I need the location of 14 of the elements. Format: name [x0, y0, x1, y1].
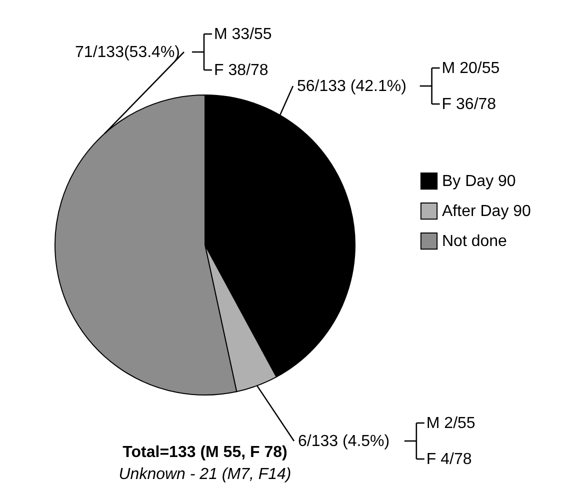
text: M 20/55 [442, 60, 500, 77]
text: Unknown - 21 (M7, F14) [118, 466, 292, 483]
text: M 2/55 [426, 415, 476, 432]
text: F 36/78 [442, 96, 496, 113]
text: M 33/55 [214, 26, 272, 43]
legend-label: Not done [442, 233, 508, 250]
data-label: 56/133 (42.1%) [297, 78, 406, 95]
data-label: 6/133 (4.5%) [298, 433, 390, 450]
text: Total=133 (M 55, F 78) [122, 444, 288, 461]
legend-label: After Day 90 [442, 203, 532, 220]
text: F 38/78 [214, 62, 268, 79]
text: F 4/78 [426, 451, 472, 468]
data-label: 71/133(53.4%) [75, 44, 180, 61]
legend-label: By Day 90 [442, 173, 516, 190]
